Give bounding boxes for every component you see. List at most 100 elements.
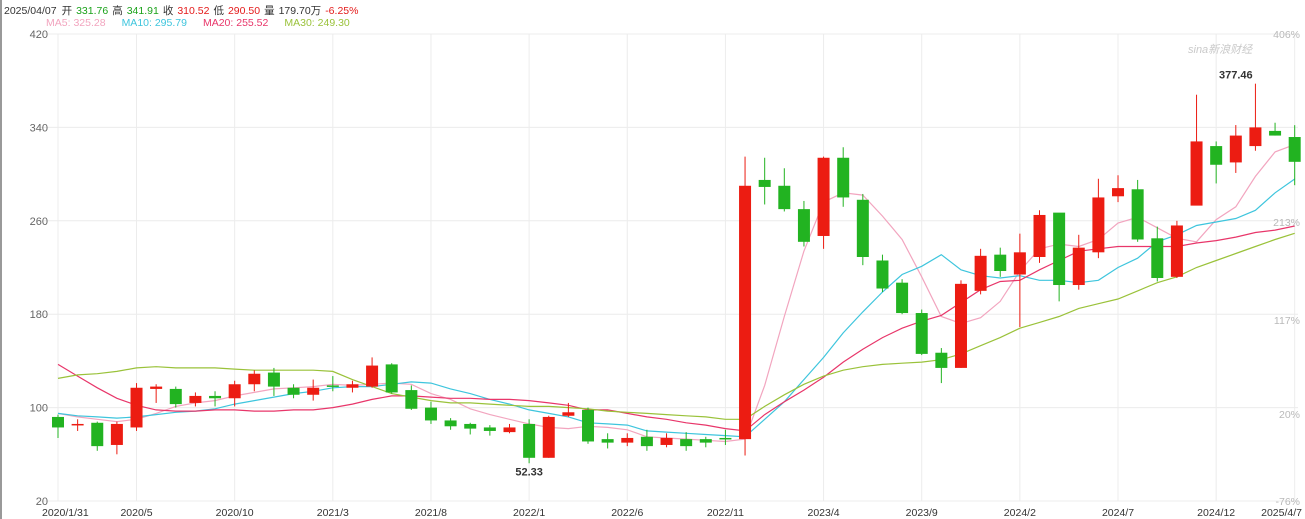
candle — [52, 414, 64, 438]
x-tick-label: 2020/5 — [120, 507, 152, 519]
ma10-legend: MA10: 295.79 — [122, 17, 187, 29]
x-tick-label: 2023/9 — [906, 507, 938, 519]
candle — [464, 422, 477, 435]
candle-body — [424, 407, 437, 421]
candle-body — [385, 364, 398, 393]
candle-body — [1170, 225, 1183, 277]
ma20-line — [57, 225, 1295, 432]
candle-body — [562, 412, 575, 416]
y-tick-label: 340 — [30, 122, 48, 134]
candle — [130, 383, 143, 431]
candle — [621, 433, 634, 447]
ma20-legend-label: MA20: — [202, 17, 234, 29]
low-label: 低 — [213, 5, 224, 17]
candle-body — [91, 422, 104, 447]
candle-body — [150, 386, 163, 389]
candle — [680, 432, 693, 451]
candle — [424, 401, 437, 424]
price-annotation: 52.33 — [515, 466, 543, 478]
candle-body — [896, 282, 909, 314]
ma20-legend-value: 255.52 — [236, 17, 269, 29]
pct-tick-label: -76% — [1275, 496, 1300, 508]
candle — [1092, 178, 1105, 259]
candle — [837, 147, 850, 207]
candle — [758, 157, 771, 205]
candle — [267, 367, 280, 396]
pct-tick-label: 20% — [1279, 409, 1300, 421]
candle-body — [915, 313, 928, 354]
candle — [601, 433, 614, 449]
open-label: 开 — [61, 5, 73, 17]
candle-body — [680, 439, 693, 447]
ohlc-header: 2025/04/07 开 331.76 高 341.91 收 310.52 低 290.50 量 1… — [4, 3, 362, 18]
candle-body — [1053, 212, 1066, 286]
y-tick-label: 100 — [30, 403, 48, 415]
candle — [483, 425, 496, 436]
volume-value: 179.70万 — [278, 5, 322, 17]
ma30-legend-value: 249.30 — [317, 17, 350, 29]
candle — [542, 415, 555, 458]
candle-body — [758, 179, 771, 187]
candle-body — [52, 416, 64, 428]
low-value: 290.50 — [227, 5, 261, 17]
candle-body — [1269, 130, 1282, 136]
candle — [699, 436, 712, 448]
candle-body — [503, 427, 516, 433]
x-tick-label: 2020/10 — [216, 507, 254, 519]
ma10-line — [57, 178, 1296, 438]
x-tick-label: 2024/12 — [1197, 507, 1235, 519]
candle — [974, 248, 987, 295]
candle-body — [601, 439, 614, 443]
y-tick-label: 420 — [30, 29, 48, 41]
open-value: 331.76 — [76, 5, 109, 17]
candle-body — [1229, 135, 1242, 163]
candle — [1269, 122, 1282, 136]
candle — [523, 419, 536, 464]
candle-body — [287, 387, 300, 395]
pct-tick-label: 213% — [1273, 217, 1300, 229]
candle — [739, 156, 752, 456]
pct-tick-label: 406% — [1273, 29, 1300, 41]
candle-body — [719, 437, 732, 440]
ma5-legend: MA5: 325.28 — [46, 17, 106, 29]
candle — [1131, 179, 1144, 242]
ma30-line — [57, 232, 1295, 420]
change-value: -6.25% — [325, 5, 359, 17]
x-tick-label: 2022/11 — [707, 507, 744, 519]
candle — [91, 421, 104, 451]
date-label: 2025/04/07 — [4, 5, 57, 17]
candle — [660, 433, 673, 448]
y-tick-label: 20 — [36, 496, 48, 508]
y-tick-label: 180 — [30, 309, 48, 321]
candle — [1053, 212, 1066, 302]
candle-body — [1013, 252, 1026, 275]
candle-body — [1112, 188, 1125, 197]
ma5-legend-label: MA5: — [46, 17, 71, 29]
candle — [150, 384, 163, 403]
ma10-legend-value: 295.79 — [154, 17, 187, 29]
candle — [994, 247, 1007, 277]
candle-body — [817, 157, 830, 236]
candle — [719, 429, 732, 445]
candle-body — [71, 423, 84, 426]
candle-body — [1249, 127, 1262, 147]
x-tick-label: 2022/6 — [611, 507, 643, 519]
axis-labels: 420 340 260 180 100 20 406% 213% 117% 20% -76% 2020… — [30, 29, 1303, 519]
candle-body — [464, 423, 477, 429]
candle-body — [994, 254, 1007, 272]
candle-body — [228, 384, 241, 399]
candle-body — [837, 157, 850, 198]
candle — [1033, 210, 1046, 263]
candle — [189, 392, 202, 407]
candle-body — [1151, 238, 1164, 279]
candle-body — [1131, 189, 1144, 240]
candle — [1170, 220, 1183, 279]
candle-body — [326, 385, 339, 387]
candle — [228, 380, 241, 407]
candle — [954, 280, 967, 368]
candle-body — [1288, 137, 1301, 162]
candle-body — [483, 427, 496, 431]
x-tick-label: 2020/1/31 — [42, 507, 89, 519]
